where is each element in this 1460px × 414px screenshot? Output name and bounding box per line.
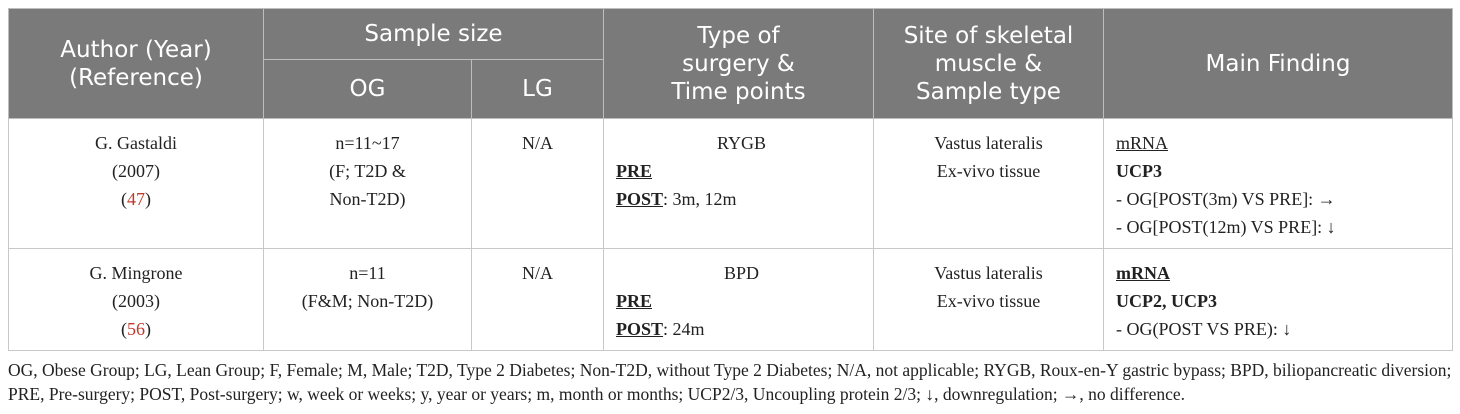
header-sample-size: Sample size <box>263 8 604 60</box>
cell-surgery: RYGB PRE POST: 3m, 12m <box>603 118 874 249</box>
cell-author: G. Mingrone (2003) (56) <box>8 248 264 351</box>
cell-og: n=11~17 (F; T2D & Non-T2D) <box>263 118 472 249</box>
study-table-container: Author (Year) (Reference) Sample size Ty… <box>8 8 1453 351</box>
header-site: Site of skeletal muscle & Sample type <box>873 8 1104 119</box>
header-surgery-type: Type of surgery & Time points <box>603 8 874 119</box>
header-author: Author (Year) (Reference) <box>8 8 264 119</box>
header-main-finding: Main Finding <box>1103 8 1453 119</box>
cell-site: Vastus lateralis Ex-vivo tissue <box>873 248 1104 351</box>
table-row: G. Mingrone (2003) (56) n=11 (F&M; Non-T… <box>8 248 1453 351</box>
cell-lg: N/A <box>471 118 604 249</box>
cell-site: Vastus lateralis Ex-vivo tissue <box>873 118 1104 249</box>
cell-finding: mRNA UCP3 - OG[POST(3m) VS PRE]: → - OG[… <box>1103 118 1453 249</box>
cell-og: n=11 (F&M; Non-T2D) <box>263 248 472 351</box>
cell-finding: mRNA UCP2, UCP3 - OG(POST VS PRE): ↓ <box>1103 248 1453 351</box>
table-row: G. Gastaldi (2007) (47) n=11~17 (F; T2D … <box>8 118 1453 249</box>
reference-link[interactable]: 47 <box>127 189 145 209</box>
cell-author: G. Gastaldi (2007) (47) <box>8 118 264 249</box>
table-footnote: OG, Obese Group; LG, Lean Group; F, Fema… <box>8 360 1452 404</box>
cell-surgery: BPD PRE POST: 24m <box>603 248 874 351</box>
study-table: Author (Year) (Reference) Sample size Ty… <box>8 8 1453 351</box>
cell-lg: N/A <box>471 248 604 351</box>
header-lg: LG <box>471 59 604 119</box>
reference-link[interactable]: 56 <box>127 319 145 339</box>
header-og: OG <box>263 59 472 119</box>
